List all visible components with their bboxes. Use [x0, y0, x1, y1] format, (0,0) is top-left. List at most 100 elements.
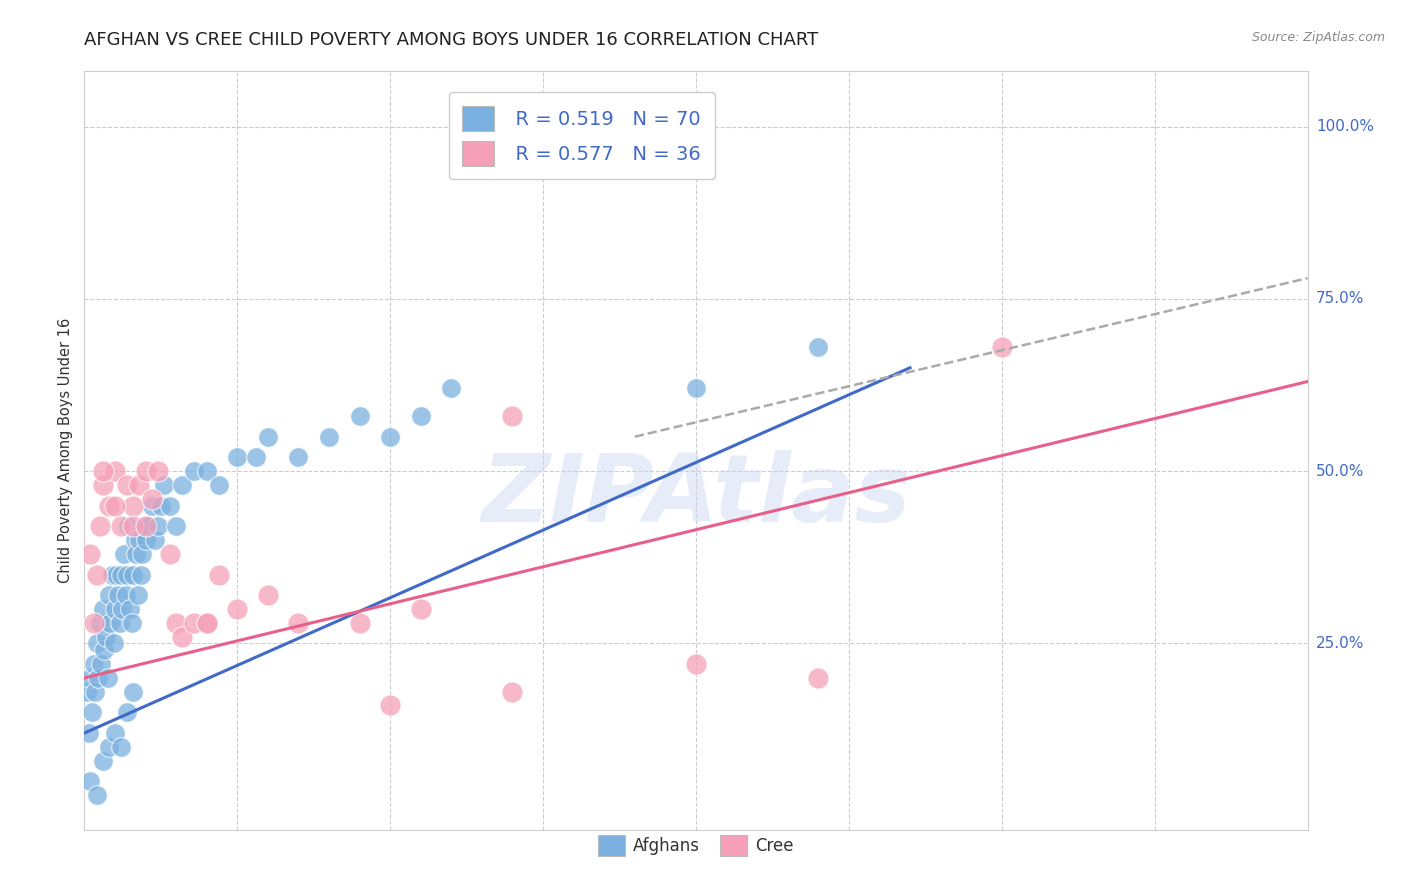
Point	[90, 657, 112, 672]
Point	[86, 567, 108, 582]
Point	[685, 381, 707, 395]
Point	[104, 499, 127, 513]
Text: 25.0%: 25.0%	[1316, 636, 1364, 651]
Point	[80, 706, 103, 720]
Point	[121, 615, 143, 630]
Point	[110, 567, 132, 582]
Point	[409, 409, 432, 423]
Point	[349, 615, 371, 630]
Point	[115, 588, 138, 602]
Point	[165, 615, 187, 630]
Point	[195, 615, 218, 630]
Point	[79, 774, 101, 789]
Point	[143, 533, 166, 547]
Point	[101, 567, 124, 582]
Point	[125, 547, 148, 561]
Point	[97, 499, 120, 513]
Point	[97, 588, 120, 602]
Point	[195, 464, 218, 478]
Text: AFGHAN VS CREE CHILD POVERTY AMONG BOYS UNDER 16 CORRELATION CHART: AFGHAN VS CREE CHILD POVERTY AMONG BOYS …	[84, 31, 818, 49]
Point	[94, 630, 117, 644]
Point	[245, 450, 267, 465]
Point	[287, 450, 309, 465]
Point	[135, 533, 157, 547]
Point	[172, 478, 194, 492]
Point	[134, 519, 156, 533]
Point	[172, 630, 194, 644]
Point	[115, 567, 138, 582]
Point	[91, 478, 114, 492]
Point	[440, 381, 463, 395]
Point	[502, 684, 524, 698]
Point	[257, 588, 280, 602]
Point	[129, 567, 152, 582]
Point	[159, 499, 181, 513]
Point	[159, 547, 181, 561]
Point	[135, 519, 157, 533]
Text: 50.0%: 50.0%	[1316, 464, 1364, 479]
Point	[138, 519, 160, 533]
Point	[165, 519, 187, 533]
Text: Source: ZipAtlas.com: Source: ZipAtlas.com	[1251, 31, 1385, 45]
Point	[107, 588, 129, 602]
Point	[97, 739, 120, 754]
Point	[97, 671, 120, 685]
Point	[226, 450, 249, 465]
Point	[146, 519, 169, 533]
Point	[226, 602, 249, 616]
Point	[122, 499, 145, 513]
Point	[124, 533, 146, 547]
Point	[127, 588, 149, 602]
Point	[93, 643, 115, 657]
Point	[86, 788, 108, 802]
Point	[77, 726, 100, 740]
Point	[318, 430, 340, 444]
Point	[141, 499, 163, 513]
Point	[131, 547, 153, 561]
Point	[380, 430, 402, 444]
Legend: Afghans, Cree: Afghans, Cree	[592, 828, 800, 863]
Point	[257, 430, 280, 444]
Point	[115, 478, 138, 492]
Point	[112, 547, 135, 561]
Point	[208, 567, 231, 582]
Point	[108, 615, 131, 630]
Text: 75.0%: 75.0%	[1316, 292, 1364, 306]
Point	[87, 671, 110, 685]
Point	[89, 519, 111, 533]
Point	[91, 602, 114, 616]
Point	[287, 615, 309, 630]
Point	[110, 739, 132, 754]
Point	[91, 754, 114, 768]
Point	[117, 519, 139, 533]
Point	[122, 519, 145, 533]
Point	[120, 602, 142, 616]
Point	[122, 567, 145, 582]
Point	[103, 636, 125, 650]
Point	[79, 671, 101, 685]
Point	[83, 657, 105, 672]
Point	[91, 464, 114, 478]
Point	[380, 698, 402, 713]
Point	[76, 684, 98, 698]
Point	[183, 615, 205, 630]
Point	[84, 684, 107, 698]
Point	[807, 671, 830, 685]
Point	[83, 615, 105, 630]
Point	[105, 567, 128, 582]
Point	[79, 547, 101, 561]
Point	[104, 726, 127, 740]
Point	[146, 464, 169, 478]
Point	[991, 340, 1014, 354]
Point	[807, 340, 830, 354]
Point	[141, 491, 163, 506]
Text: 100.0%: 100.0%	[1316, 119, 1374, 134]
Point	[110, 519, 132, 533]
Point	[149, 499, 172, 513]
Point	[135, 464, 157, 478]
Point	[349, 409, 371, 423]
Point	[104, 602, 127, 616]
Point	[86, 636, 108, 650]
Point	[409, 602, 432, 616]
Y-axis label: Child Poverty Among Boys Under 16: Child Poverty Among Boys Under 16	[58, 318, 73, 583]
